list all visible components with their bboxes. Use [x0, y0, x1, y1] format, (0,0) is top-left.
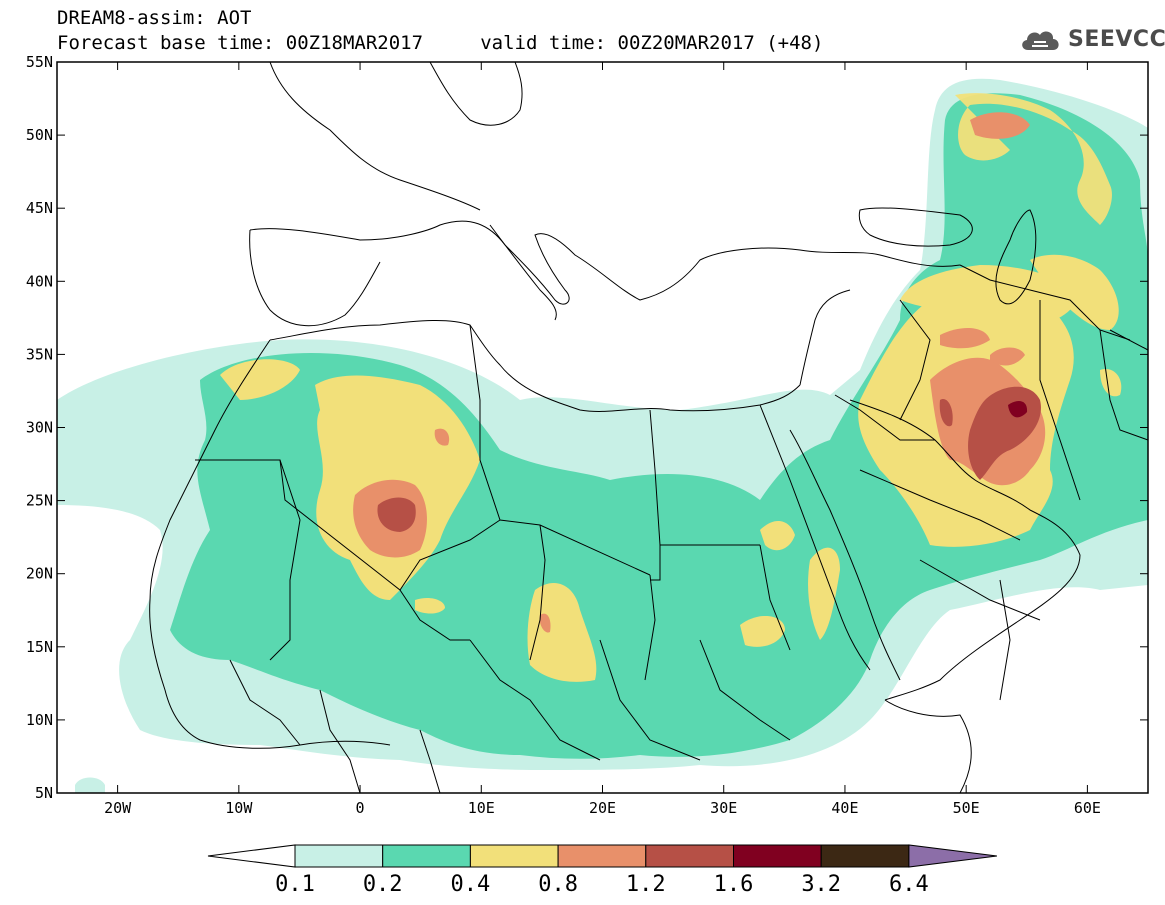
lat-tick-label: 20N [26, 565, 53, 583]
lat-tick-label: 15N [26, 638, 53, 656]
colorbar-segment [294, 844, 384, 868]
lat-tick-label: 35N [26, 345, 53, 363]
map-title: DREAM8-assim: AOT [57, 7, 252, 29]
colorbar-label: 0.8 [538, 872, 578, 897]
aot-level-1.6 [1008, 400, 1028, 418]
lon-tick-label: 10W [225, 799, 253, 817]
lat-tick-label: 55N [26, 53, 53, 71]
lat-tick-label: 25N [26, 492, 53, 510]
cloud-icon [1022, 31, 1059, 50]
lat-tick-label: 5N [35, 784, 53, 802]
lon-tick-label: 40E [831, 799, 858, 817]
colorbar-segment [645, 844, 734, 868]
colorbar-label: 6.4 [889, 872, 929, 897]
colorbar-under-triangle [207, 844, 296, 868]
lat-tick-label: 50N [26, 126, 53, 144]
lon-tick-label: 10E [468, 799, 495, 817]
coastlines-and-borders [149, 62, 1148, 793]
aot-level-0.2 [170, 93, 1148, 759]
longitude-axis: 20W 10W 0 10E 20E 30E 40E 50E 60E [104, 62, 1101, 817]
colorbar-over-triangle [908, 844, 997, 868]
lon-tick-label: 20E [589, 799, 616, 817]
lat-tick-label: 40N [26, 272, 53, 290]
colorbar-label: 1.6 [714, 872, 754, 897]
logo-text: SEEVCCC [1068, 26, 1165, 52]
colorbar-label: 0.2 [363, 872, 403, 897]
colorbar-segment [820, 844, 910, 868]
colorbar-segment [469, 844, 559, 868]
lon-tick-label: 20W [104, 799, 132, 817]
colorbar-segment [382, 844, 471, 868]
map-subtitle-times: Forecast base time: 00Z18MAR2017 valid t… [57, 32, 824, 54]
lat-tick-label: 30N [26, 419, 53, 437]
aot-colorbar: 0.1 0.2 0.4 0.8 1.2 1.6 3.2 6.4 [207, 844, 997, 897]
lat-tick-label: 10N [26, 711, 53, 729]
colorbar-segment [733, 844, 822, 868]
colorbar-label: 3.2 [801, 872, 841, 897]
lon-tick-label: 0 [356, 799, 365, 817]
colorbar-label: 1.2 [626, 872, 666, 897]
lat-tick-label: 45N [26, 199, 53, 217]
aot-contour-fill [57, 78, 1148, 793]
lon-tick-label: 50E [953, 799, 980, 817]
colorbar-segment [557, 844, 647, 868]
lon-tick-label: 60E [1074, 799, 1101, 817]
seevccc-logo: SEEVCCC [1018, 22, 1165, 56]
latitude-axis: 55N 50N 45N 40N 35N 30N 25N 20N 15N 10N 5N [26, 53, 1148, 802]
colorbar-label: 0.4 [451, 872, 491, 897]
lon-tick-label: 30E [710, 799, 737, 817]
colorbar-label: 0.1 [275, 872, 315, 897]
